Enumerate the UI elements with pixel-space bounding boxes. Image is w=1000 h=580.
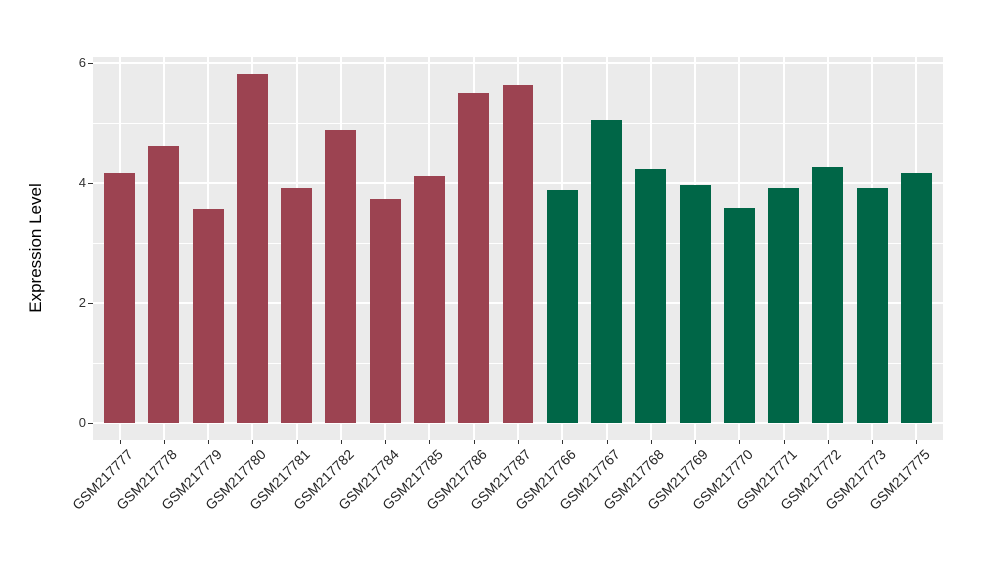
- bar-GSM217771: [768, 188, 800, 423]
- x-tick-mark: [739, 440, 741, 444]
- y-tick-mark: [88, 183, 93, 184]
- bar-GSM217768: [635, 169, 667, 423]
- x-tick-mark: [827, 440, 829, 444]
- y-tick-label: 4: [78, 175, 86, 190]
- bar-GSM217781: [281, 188, 313, 423]
- bar-GSM217778: [148, 146, 180, 423]
- bar-GSM217784: [369, 198, 401, 423]
- x-tick-mark: [473, 440, 475, 444]
- bar-GSM217786: [458, 93, 490, 423]
- x-tick-mark: [296, 440, 298, 444]
- bar-GSM217773: [856, 188, 888, 423]
- x-tick-mark: [562, 440, 564, 444]
- bar-GSM217775: [900, 173, 932, 423]
- y-tick-mark: [88, 63, 93, 64]
- y-tick-label: 6: [78, 55, 86, 70]
- bar-GSM217782: [325, 130, 357, 423]
- y-axis-title: Expression Level: [26, 183, 45, 313]
- x-tick-mark: [916, 440, 918, 444]
- bar-GSM217777: [104, 172, 136, 423]
- x-tick-mark: [252, 440, 254, 444]
- bar-GSM217772: [812, 166, 844, 423]
- bar-GSM217780: [236, 73, 268, 423]
- bar-GSM217767: [591, 120, 623, 423]
- bar-GSM217785: [413, 175, 445, 423]
- x-tick-mark: [385, 440, 387, 444]
- x-tick-mark: [208, 440, 210, 444]
- bar-GSM217766: [546, 190, 578, 423]
- y-tick-label: 0: [78, 415, 86, 430]
- bar-GSM217787: [502, 85, 534, 423]
- x-tick-mark: [695, 440, 697, 444]
- y-tick-mark: [88, 423, 93, 424]
- x-tick-mark: [163, 440, 165, 444]
- bar-GSM217769: [679, 184, 711, 423]
- bar-GSM217770: [723, 207, 755, 423]
- x-tick-mark: [429, 440, 431, 444]
- x-tick-mark: [872, 440, 874, 444]
- x-tick-mark: [340, 440, 342, 444]
- y-tick-mark: [88, 303, 93, 304]
- x-tick-mark: [650, 440, 652, 444]
- bar-GSM217779: [192, 209, 224, 423]
- y-tick-label: 2: [78, 295, 86, 310]
- x-tick-mark: [518, 440, 519, 444]
- x-tick-mark: [606, 440, 608, 444]
- plot-panel: [93, 57, 943, 440]
- x-tick-mark: [119, 440, 121, 444]
- x-tick-mark: [783, 440, 785, 444]
